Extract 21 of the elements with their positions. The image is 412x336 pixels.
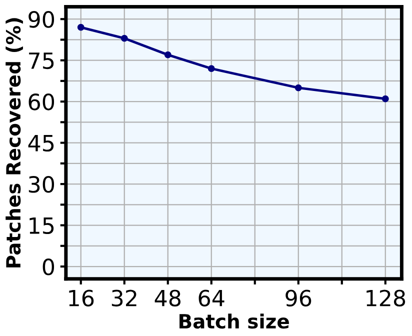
y-axis-title: Patches Recovered (%) — [6, 18, 23, 268]
y-tick-label: 75 — [29, 52, 54, 70]
y-tick-label: 90 — [28, 11, 54, 28]
y-tick-label: 60 — [28, 94, 54, 110]
x-tick-label: 128 — [366, 290, 406, 306]
point — [382, 95, 389, 102]
point — [164, 51, 172, 58]
y-tick-label: 30 — [28, 176, 54, 193]
x-tick-label: 96 — [286, 290, 312, 306]
y-tick-label: 15 — [30, 218, 54, 234]
y-tick-label: 0 — [42, 258, 54, 276]
x-tick-label: 64 — [198, 290, 224, 306]
point — [208, 65, 215, 72]
point — [77, 24, 84, 31]
x-axis-title: Batch size — [180, 314, 289, 329]
x-tick-label: 48 — [154, 290, 180, 306]
x-tick-label: 32 — [112, 290, 136, 306]
y-tick-label: 45 — [28, 135, 54, 152]
point — [294, 84, 302, 92]
point — [120, 34, 128, 42]
x-tick-label: 16 — [69, 290, 94, 306]
